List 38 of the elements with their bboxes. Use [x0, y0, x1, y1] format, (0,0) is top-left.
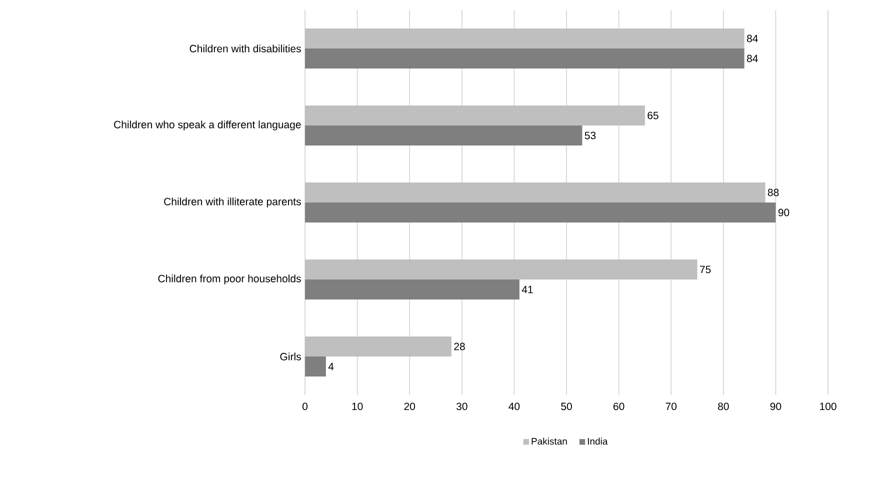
data-label: 88: [768, 188, 779, 196]
x-tick-label: 20: [404, 402, 416, 410]
bar: [305, 28, 744, 48]
bar: [305, 202, 776, 222]
bar: [305, 336, 452, 356]
x-tick-label: 10: [352, 402, 363, 410]
x-tick-label: 80: [718, 402, 729, 410]
bar: [305, 182, 766, 202]
x-tick-label: 0: [302, 402, 308, 410]
y-tick-label: Girls: [280, 352, 301, 360]
data-label: 65: [648, 112, 658, 120]
data-label: 90: [778, 208, 790, 216]
data-label: 84: [746, 54, 758, 62]
legend-label: India: [588, 438, 608, 445]
data-label: 28: [454, 342, 465, 350]
data-label: 4: [328, 362, 334, 370]
x-tick-label: 90: [770, 402, 782, 410]
y-tick-label: Children with disabilities: [190, 44, 301, 52]
bar: [305, 279, 520, 300]
data-label: 75: [700, 266, 711, 274]
data-label: 53: [584, 132, 596, 140]
x-tick-label: 50: [561, 402, 572, 410]
x-tick-label: 40: [508, 402, 520, 410]
bar: [305, 105, 645, 126]
bar: [305, 48, 744, 68]
data-label: 41: [522, 286, 533, 294]
y-tick-label: Children from poor households: [158, 274, 301, 284]
bar: [305, 259, 698, 280]
x-tick-label: 70: [666, 402, 677, 410]
x-tick-label: 60: [614, 402, 624, 410]
legend-label: Pakistan: [532, 438, 567, 445]
x-tick-label: 30: [456, 402, 468, 410]
x-tick-label: 100: [820, 402, 836, 410]
bar: [305, 125, 582, 146]
y-tick-label: Children who speak a different language: [114, 120, 301, 130]
data-label: 84: [746, 34, 758, 42]
y-tick-label: Children with illiterate parents: [164, 198, 301, 208]
bar: [305, 356, 326, 376]
